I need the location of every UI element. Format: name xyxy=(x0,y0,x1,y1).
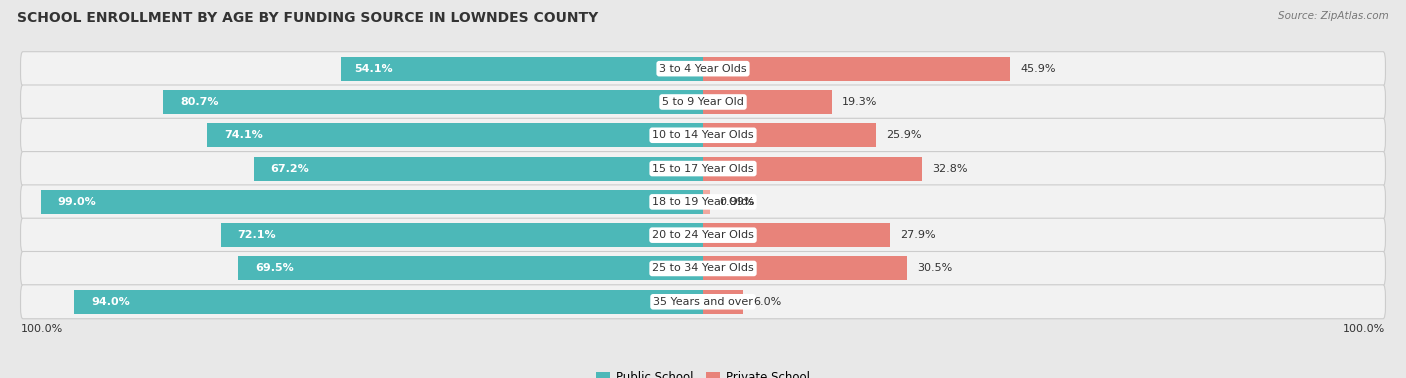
FancyBboxPatch shape xyxy=(21,185,1385,219)
Text: 94.0%: 94.0% xyxy=(91,297,129,307)
Text: 32.8%: 32.8% xyxy=(932,164,967,174)
Bar xyxy=(703,257,907,280)
FancyBboxPatch shape xyxy=(21,52,1385,86)
Bar xyxy=(703,290,744,314)
Text: Source: ZipAtlas.com: Source: ZipAtlas.com xyxy=(1278,11,1389,21)
Bar xyxy=(41,190,703,214)
Text: 100.0%: 100.0% xyxy=(1343,324,1385,335)
Text: 19.3%: 19.3% xyxy=(842,97,877,107)
Text: 15 to 17 Year Olds: 15 to 17 Year Olds xyxy=(652,164,754,174)
Text: 72.1%: 72.1% xyxy=(238,230,276,240)
Bar xyxy=(703,156,922,181)
Legend: Public School, Private School: Public School, Private School xyxy=(592,367,814,378)
Bar xyxy=(238,257,703,280)
Bar xyxy=(253,156,703,181)
Text: 99.0%: 99.0% xyxy=(58,197,96,207)
Bar xyxy=(703,190,710,214)
Text: 3 to 4 Year Olds: 3 to 4 Year Olds xyxy=(659,64,747,74)
FancyBboxPatch shape xyxy=(21,85,1385,119)
Bar xyxy=(75,290,703,314)
FancyBboxPatch shape xyxy=(21,285,1385,319)
Text: 54.1%: 54.1% xyxy=(354,64,394,74)
Bar xyxy=(703,90,832,114)
Text: 25 to 34 Year Olds: 25 to 34 Year Olds xyxy=(652,263,754,273)
Text: 5 to 9 Year Old: 5 to 9 Year Old xyxy=(662,97,744,107)
Text: 10 to 14 Year Olds: 10 to 14 Year Olds xyxy=(652,130,754,140)
Bar xyxy=(703,57,1010,81)
FancyBboxPatch shape xyxy=(21,218,1385,252)
Text: 100.0%: 100.0% xyxy=(21,324,63,335)
Text: 67.2%: 67.2% xyxy=(270,164,309,174)
Text: 0.99%: 0.99% xyxy=(720,197,755,207)
Text: 35 Years and over: 35 Years and over xyxy=(652,297,754,307)
Text: 45.9%: 45.9% xyxy=(1019,64,1056,74)
FancyBboxPatch shape xyxy=(21,152,1385,186)
Text: 6.0%: 6.0% xyxy=(754,297,782,307)
Bar xyxy=(703,123,876,147)
Text: 74.1%: 74.1% xyxy=(224,130,263,140)
Bar xyxy=(703,223,890,247)
Bar xyxy=(163,90,703,114)
Bar xyxy=(221,223,703,247)
Text: 18 to 19 Year Olds: 18 to 19 Year Olds xyxy=(652,197,754,207)
Text: 30.5%: 30.5% xyxy=(917,263,952,273)
Text: 69.5%: 69.5% xyxy=(254,263,294,273)
FancyBboxPatch shape xyxy=(21,251,1385,285)
Text: 80.7%: 80.7% xyxy=(180,97,218,107)
Text: 25.9%: 25.9% xyxy=(886,130,922,140)
FancyBboxPatch shape xyxy=(21,118,1385,152)
Bar xyxy=(207,123,703,147)
Text: SCHOOL ENROLLMENT BY AGE BY FUNDING SOURCE IN LOWNDES COUNTY: SCHOOL ENROLLMENT BY AGE BY FUNDING SOUR… xyxy=(17,11,598,25)
Text: 20 to 24 Year Olds: 20 to 24 Year Olds xyxy=(652,230,754,240)
Bar xyxy=(342,57,703,81)
Text: 27.9%: 27.9% xyxy=(900,230,935,240)
